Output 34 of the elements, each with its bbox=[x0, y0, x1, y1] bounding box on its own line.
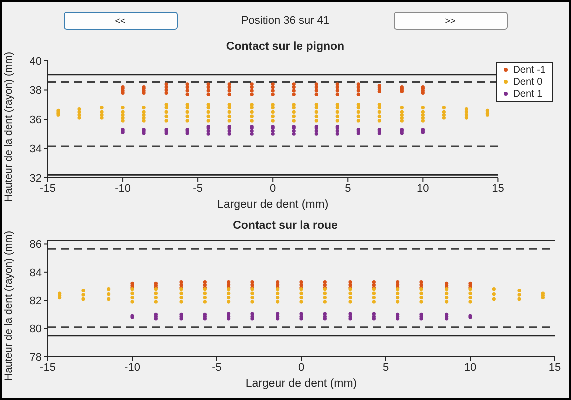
x-tick-label: -10 bbox=[124, 362, 140, 374]
y-axis-title: Hauteur de la dent (rayon) (mm) bbox=[3, 231, 15, 381]
y-tick-label: 84 bbox=[30, 267, 42, 280]
x-tick-label: -15 bbox=[40, 362, 56, 374]
x-tick-label: 0 bbox=[298, 362, 305, 374]
x-tick-label: 5 bbox=[382, 362, 390, 374]
x-tick-label: 10 bbox=[464, 362, 477, 374]
y-tick-label: 32 bbox=[30, 172, 42, 185]
x-axis-title: Largeur de dent (mm) bbox=[246, 378, 358, 390]
x-tick-label: -5 bbox=[212, 362, 222, 374]
y-axis-title: Hauteur de la dent (rayon) (mm) bbox=[3, 52, 15, 202]
legend-label: Dent 0 bbox=[513, 76, 543, 88]
y-tick-label: 82 bbox=[30, 296, 42, 308]
x-axis-title: Largeur de dent (mm) bbox=[217, 199, 329, 212]
chart-title: Contact sur le pignon bbox=[226, 41, 345, 53]
x-tick-label: -10 bbox=[115, 182, 131, 195]
x-tick-label: 15 bbox=[548, 362, 562, 374]
x-tick-label: 10 bbox=[417, 182, 430, 195]
legend-label: Dent -1 bbox=[513, 64, 546, 76]
legend-label: Dent 1 bbox=[513, 88, 543, 100]
x-tick-label: -15 bbox=[40, 182, 56, 195]
text: Position 36 sur 41 bbox=[240, 15, 331, 27]
y-tick-label: 38 bbox=[30, 85, 42, 98]
y-tick-label: 34 bbox=[30, 144, 42, 156]
y-tick-label: 86 bbox=[30, 239, 42, 252]
x-tick-label: 15 bbox=[492, 182, 504, 195]
x-tick-label: 0 bbox=[270, 182, 276, 195]
x-tick-label: 5 bbox=[345, 182, 352, 195]
y-tick-label: 36 bbox=[30, 114, 42, 126]
y-tick-label: 78 bbox=[30, 352, 42, 364]
chart-title: Contact sur la roue bbox=[233, 220, 338, 232]
x-tick-label: -5 bbox=[193, 182, 203, 195]
y-tick-label: 80 bbox=[30, 324, 42, 336]
y-tick-label: 40 bbox=[30, 56, 42, 68]
